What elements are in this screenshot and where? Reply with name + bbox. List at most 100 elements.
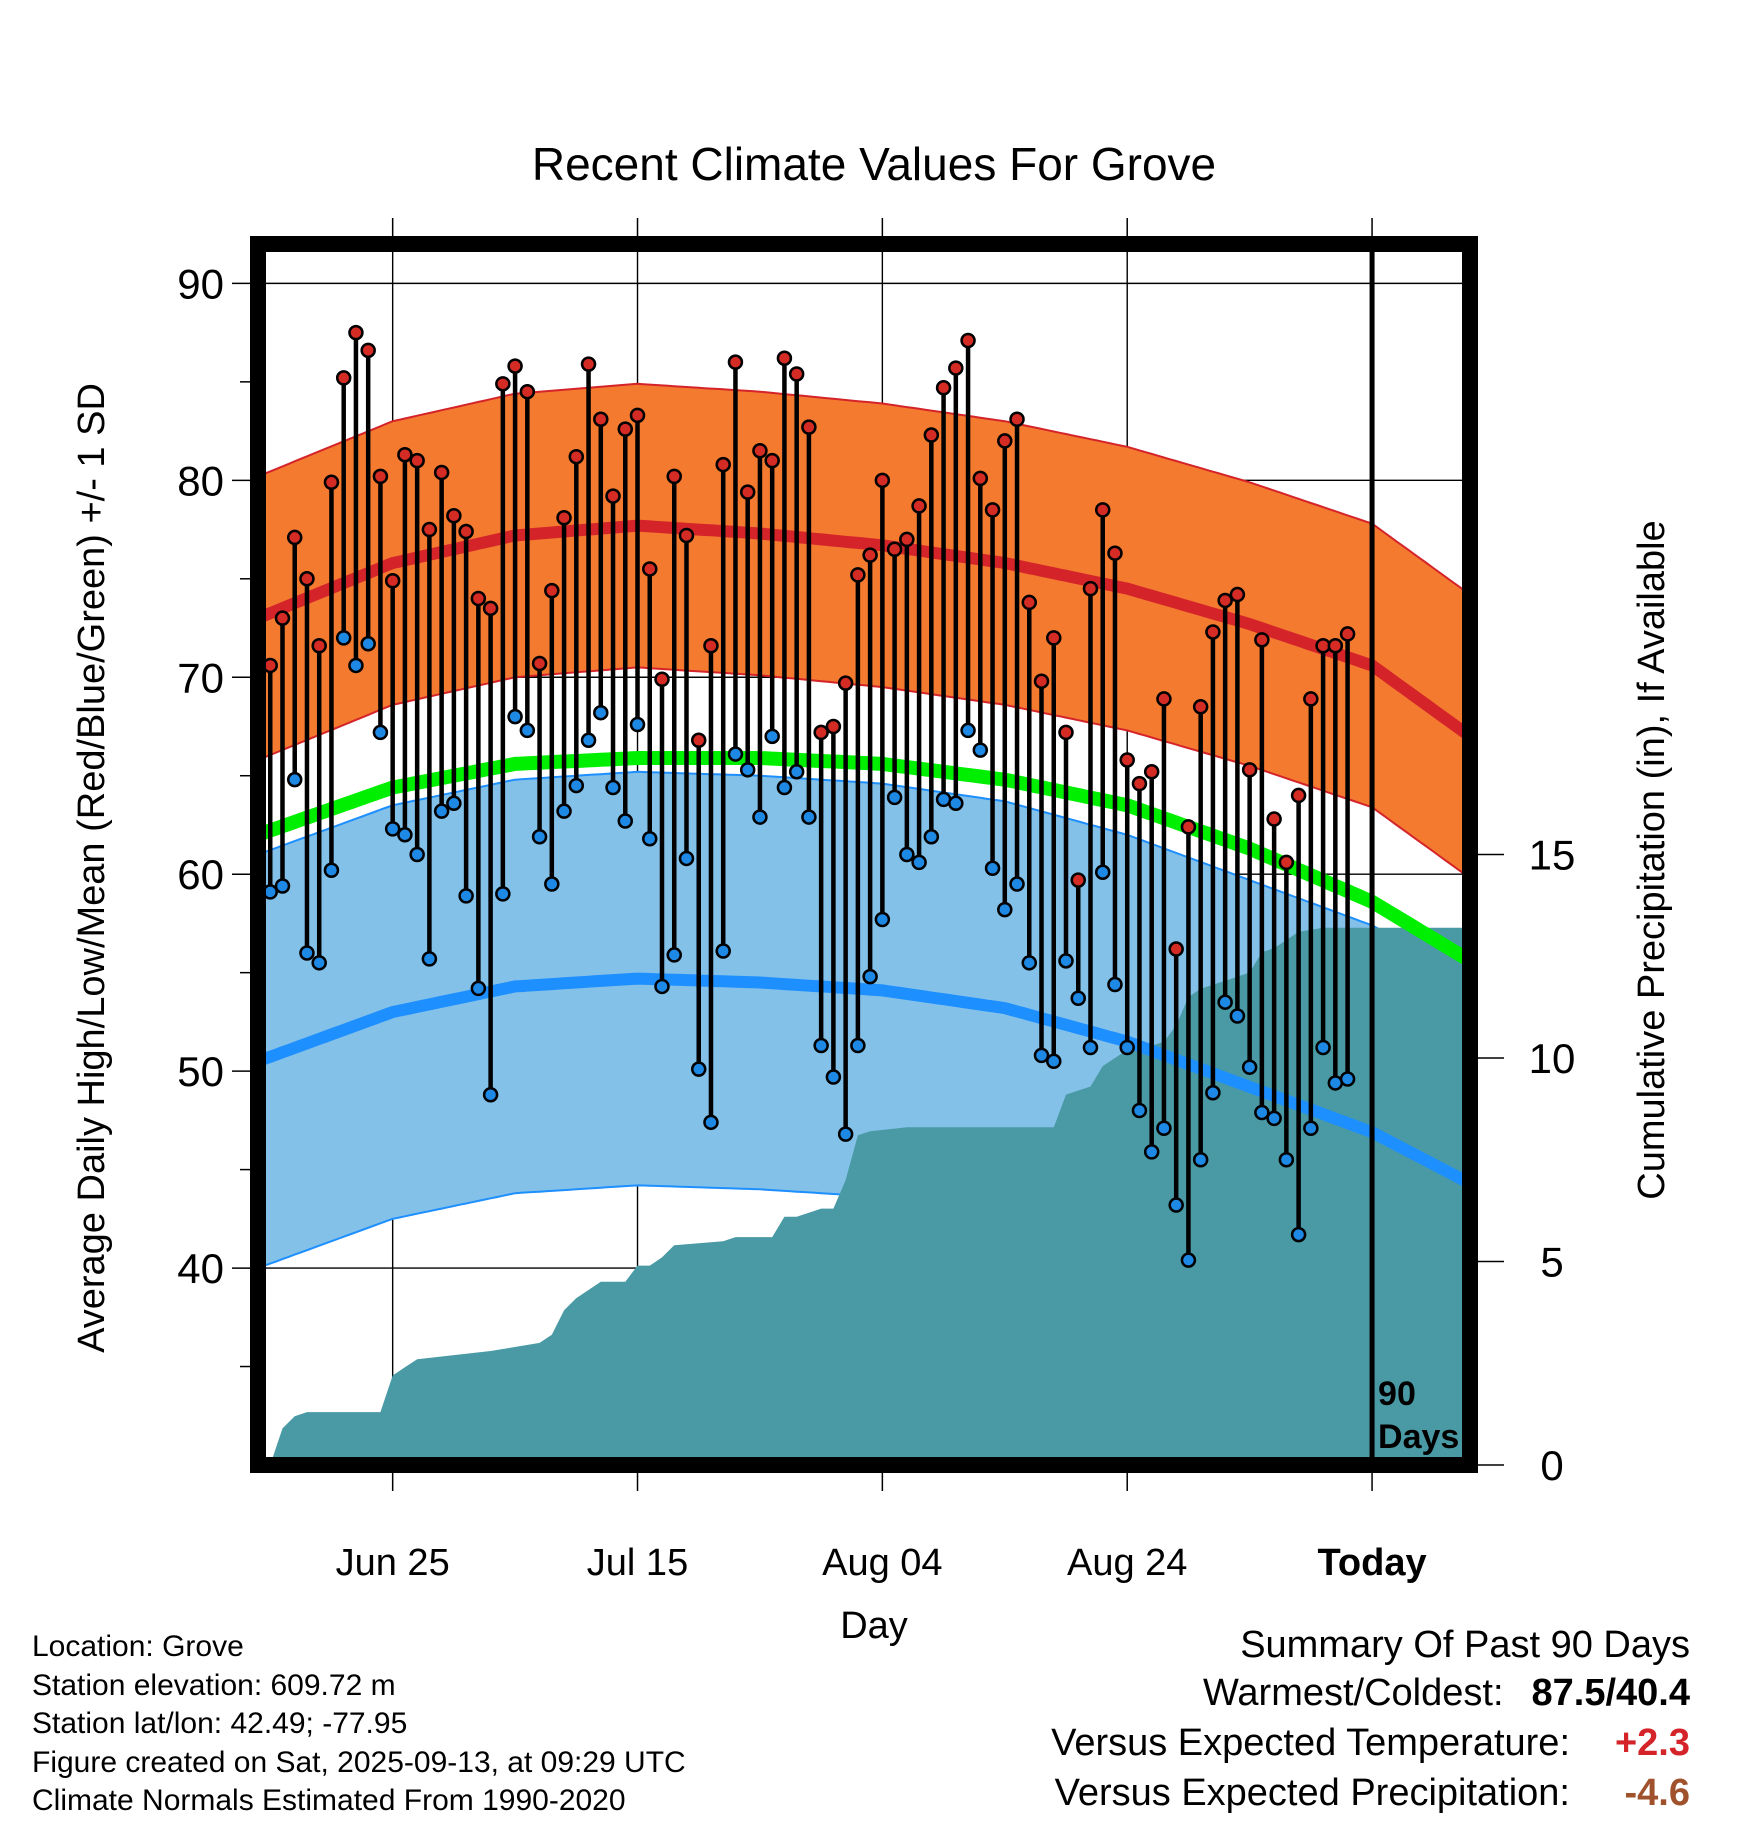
daily-low-point	[1290, 1226, 1307, 1243]
daily-low-point	[1168, 1197, 1184, 1213]
daily-high-point	[531, 655, 548, 672]
x-axis-title: Day	[840, 1605, 908, 1647]
daily-high-point	[1217, 592, 1233, 609]
daily-low-point	[788, 764, 805, 780]
daily-high-point	[960, 332, 976, 349]
daily-high-point	[421, 521, 438, 538]
daily-low-point	[580, 732, 597, 749]
daily-high-point	[727, 354, 744, 370]
daily-low-point	[433, 803, 450, 819]
daily-high-point	[556, 509, 572, 526]
warm-cold-value: 87.5/40.4	[1531, 1672, 1690, 1714]
daily-low-point	[458, 888, 474, 904]
daily-range-stems	[255, 332, 1350, 1261]
y-axis-title: Average Daily High/Low/Mean (Red/Blue/Gr…	[71, 383, 113, 1353]
daily-high-point	[923, 427, 940, 443]
daily-high-point	[1107, 545, 1123, 561]
daily-low-point	[1021, 955, 1038, 971]
daily-low-point	[348, 657, 364, 674]
daily-low-point	[617, 813, 634, 829]
station-info: Location: Grove Station elevation: 609.7…	[32, 1628, 686, 1821]
daily-high-point	[1156, 691, 1172, 707]
daily-low-point	[531, 829, 548, 845]
location-text: Location: Grove	[32, 1630, 244, 1663]
daily-points	[250, 324, 1356, 1268]
daily-low-point	[1107, 976, 1123, 993]
summary-title: Summary Of Past 90 Days	[1240, 1624, 1690, 1666]
daily-low-point	[299, 945, 315, 961]
daily-low-point	[360, 636, 376, 652]
daily-low-point	[1119, 1039, 1135, 1056]
daily-low-point	[1156, 1120, 1172, 1136]
daily-high-point	[678, 527, 695, 544]
daily-low-point	[1009, 876, 1025, 892]
daily-high-point	[286, 529, 303, 546]
daily-high-point	[874, 472, 891, 489]
y2-axis-title: Cumulative Precipitation (in), If Availa…	[1631, 520, 1673, 1199]
daily-high-point	[397, 446, 413, 463]
daily-low-point	[507, 708, 523, 725]
daily-low-point	[984, 860, 1001, 877]
daily-low-point	[397, 827, 413, 843]
daily-low-point	[1046, 1053, 1062, 1070]
daily-high-point	[1180, 819, 1197, 835]
daily-high-point	[593, 411, 609, 428]
daily-low-point	[1205, 1085, 1221, 1101]
temp-value: +2.3	[1614, 1722, 1690, 1764]
daily-high-point	[629, 407, 646, 424]
daily-high-point	[580, 356, 597, 372]
daily-high-point	[617, 421, 634, 437]
daily-low-point	[311, 955, 327, 971]
x-tick-label: Today	[1318, 1542, 1427, 1584]
daily-high-point	[1143, 764, 1160, 780]
daily-high-point	[935, 380, 952, 396]
normal-lines	[255, 519, 1474, 1189]
daily-high-point	[470, 590, 487, 607]
precip-row: Versus Expected Precipitation: -4.6	[1051, 1768, 1690, 1818]
daily-low-point	[1131, 1102, 1148, 1119]
daily-high-point	[825, 718, 842, 735]
daily-high-point	[348, 324, 364, 341]
daily-low-point	[1241, 1059, 1258, 1075]
daily-low-point	[801, 809, 817, 825]
daily-low-point	[911, 854, 927, 871]
daily-low-point	[972, 742, 989, 758]
summary-panel: Summary Of Past 90 Days Warmest/Coldest:…	[1051, 1622, 1690, 1818]
daily-high-point	[1278, 854, 1295, 871]
daily-high-point	[1094, 502, 1111, 518]
daily-high-point	[1303, 691, 1319, 707]
daily-high-point	[1241, 762, 1258, 778]
daily-low-point	[1254, 1104, 1270, 1121]
warm-cold-label: Warmest/Coldest:	[1202, 1672, 1504, 1714]
daily-high-point	[372, 468, 389, 485]
daily-high-point	[1254, 632, 1270, 648]
y-tick-label: 40	[177, 1245, 224, 1292]
daily-low-point	[1192, 1152, 1209, 1168]
daily-low-point	[335, 630, 352, 646]
daily-high-point	[1021, 594, 1038, 611]
daily-high-point	[1070, 872, 1086, 888]
daily-low-point	[446, 795, 462, 812]
daily-high-point	[739, 484, 756, 500]
daily-high-point	[519, 383, 536, 400]
daily-high-point	[1058, 724, 1074, 741]
daily-high-point	[1033, 673, 1050, 689]
daily-high-point	[837, 675, 854, 691]
daily-high-point	[1290, 787, 1307, 804]
y-tick-label: 60	[177, 851, 224, 898]
daily-high-point	[1119, 752, 1135, 768]
daily-low-point	[372, 724, 389, 741]
daily-high-point	[335, 370, 352, 386]
daily-low-point	[1094, 864, 1111, 880]
x-tick-label: Jun 25	[336, 1542, 450, 1584]
daily-low-point	[948, 795, 964, 812]
daily-high-point	[1327, 637, 1344, 654]
daily-low-point	[666, 947, 682, 963]
daily-high-point	[1266, 811, 1282, 827]
daily-low-point	[703, 1114, 719, 1131]
daily-low-point	[1082, 1039, 1099, 1056]
daily-low-point	[482, 1087, 499, 1103]
daily-high-point	[323, 474, 340, 491]
daily-high-point	[433, 464, 450, 481]
normal-low-line	[255, 972, 1473, 1189]
